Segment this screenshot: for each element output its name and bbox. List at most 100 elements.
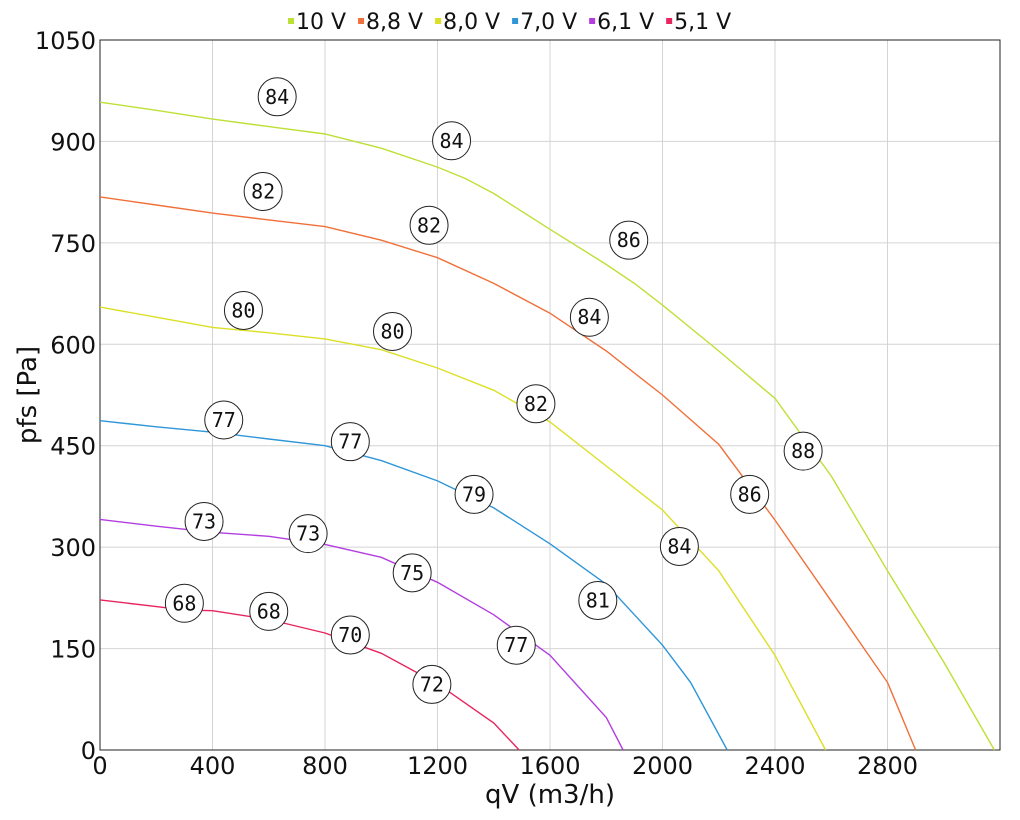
efficiency-bubble: 84 — [257, 77, 297, 117]
bubble-label: 72 — [420, 672, 444, 696]
legend-item: 6,1 V — [589, 10, 654, 35]
y-tick-label: 900 — [50, 128, 96, 156]
y-tick-label: 750 — [50, 230, 96, 258]
efficiency-annotations: 84 84 86 88 82 82 84 86 80 80 82 84 77 77 79 81 73 73 75 77… — [164, 77, 823, 704]
series-line — [99, 196, 917, 751]
bubble-label: 86 — [617, 228, 641, 252]
bubble-label: 77 — [212, 408, 236, 432]
efficiency-bubble: 82 — [516, 384, 556, 424]
bubble-label: 79 — [462, 482, 486, 506]
bubble-label: 82 — [417, 213, 441, 237]
bubble-label: 81 — [586, 589, 610, 613]
efficiency-bubble: 80 — [223, 290, 263, 330]
y-tick-label: 1050 — [35, 27, 96, 55]
bubble-label: 86 — [738, 482, 762, 506]
bubble-label: 88 — [791, 439, 815, 463]
bubble-label: 84 — [667, 534, 691, 558]
bubble-circle — [330, 615, 370, 655]
bubble-circle — [454, 474, 494, 514]
y-tick-label: 600 — [50, 331, 96, 359]
bubble-label: 68 — [257, 599, 281, 623]
bubble-label: 80 — [231, 298, 255, 322]
efficiency-bubble: 77 — [330, 422, 370, 462]
bubble-label: 84 — [265, 85, 289, 109]
efficiency-bubble: 77 — [204, 400, 244, 440]
legend-label: 5,1 V — [674, 10, 731, 35]
bubble-label: 75 — [400, 561, 424, 585]
bubble-circle — [516, 384, 556, 424]
efficiency-bubble: 84 — [569, 297, 609, 337]
bubble-circle — [783, 431, 823, 471]
efficiency-bubble: 77 — [496, 625, 536, 665]
bubble-circle — [164, 583, 204, 623]
bubble-circle — [609, 220, 649, 260]
legend-item: 7,0 V — [512, 10, 577, 35]
efficiency-bubble: 72 — [412, 664, 452, 704]
legend-swatch — [512, 18, 519, 24]
y-tick-label: 150 — [50, 636, 96, 664]
x-tick-label: 0 — [92, 752, 107, 780]
bubble-circle — [496, 625, 536, 665]
bubble-label: 77 — [338, 430, 362, 454]
efficiency-bubble: 79 — [454, 474, 494, 514]
legend-label: 6,1 V — [597, 10, 654, 35]
efficiency-bubble: 70 — [330, 615, 370, 655]
efficiency-bubble: 68 — [164, 583, 204, 623]
bubble-circle — [184, 501, 224, 541]
x-tick-label: 1200 — [407, 752, 468, 780]
legend-label: 8,0 V — [443, 10, 500, 35]
bubble-circle — [659, 526, 699, 566]
efficiency-bubble: 86 — [609, 220, 649, 260]
efficiency-bubble: 68 — [249, 591, 289, 631]
bubble-circle — [204, 400, 244, 440]
y-axis-label: pfs [Pa] — [13, 346, 43, 444]
legend-label: 10 V — [296, 10, 346, 35]
bubble-circle — [578, 581, 618, 621]
bubble-circle — [330, 422, 370, 462]
legend-swatch — [288, 18, 294, 24]
legend-item: 8,0 V — [435, 10, 500, 35]
legend-swatch — [358, 18, 365, 24]
x-tick-label: 1600 — [519, 752, 580, 780]
legend-swatch — [589, 18, 596, 24]
y-axis-ticks: 0 150 300 450 600 750 900 1050 — [35, 27, 96, 765]
efficiency-bubble: 75 — [392, 553, 432, 593]
bubble-circle — [569, 297, 609, 337]
x-tick-label: 2800 — [857, 752, 918, 780]
x-axis-label: qV (m3/h) — [485, 780, 615, 810]
bubble-label: 80 — [380, 319, 404, 343]
bubble-circle — [223, 290, 263, 330]
bubble-label: 73 — [192, 509, 216, 533]
bubble-circle — [730, 474, 770, 514]
legend-label: 8,8 V — [366, 10, 423, 35]
x-axis-ticks: 0 400 800 1200 1600 2000 2400 2800 — [92, 752, 918, 780]
y-tick-label: 0 — [81, 737, 96, 765]
bubble-circle — [432, 121, 472, 161]
efficiency-bubble: 82 — [243, 171, 283, 211]
efficiency-bubble: 86 — [730, 474, 770, 514]
y-tick-label: 300 — [50, 534, 96, 562]
bubble-circle — [243, 171, 283, 211]
bubble-circle — [392, 553, 432, 593]
efficiency-bubble: 88 — [783, 431, 823, 471]
series-line — [99, 599, 520, 751]
legend-label: 7,0 V — [520, 10, 577, 35]
series-line — [99, 306, 827, 751]
legend-swatch — [666, 18, 673, 24]
efficiency-bubble: 81 — [578, 581, 618, 621]
x-tick-label: 800 — [302, 752, 348, 780]
bubble-label: 73 — [296, 522, 320, 546]
bubble-label: 84 — [577, 305, 601, 329]
efficiency-bubble: 84 — [659, 526, 699, 566]
x-tick-label: 2000 — [632, 752, 693, 780]
legend-item: 8,8 V — [358, 10, 423, 35]
efficiency-bubble: 73 — [184, 501, 224, 541]
bubble-circle — [249, 591, 289, 631]
legend: 10 V 8,8 V 8,0 V 7,0 V 6,1 V 5,1 V — [288, 10, 731, 35]
legend-swatch — [435, 18, 442, 24]
legend-item: 10 V — [288, 10, 346, 35]
bubble-circle — [412, 664, 452, 704]
bubble-label: 77 — [504, 633, 528, 657]
efficiency-bubble: 73 — [288, 514, 328, 554]
